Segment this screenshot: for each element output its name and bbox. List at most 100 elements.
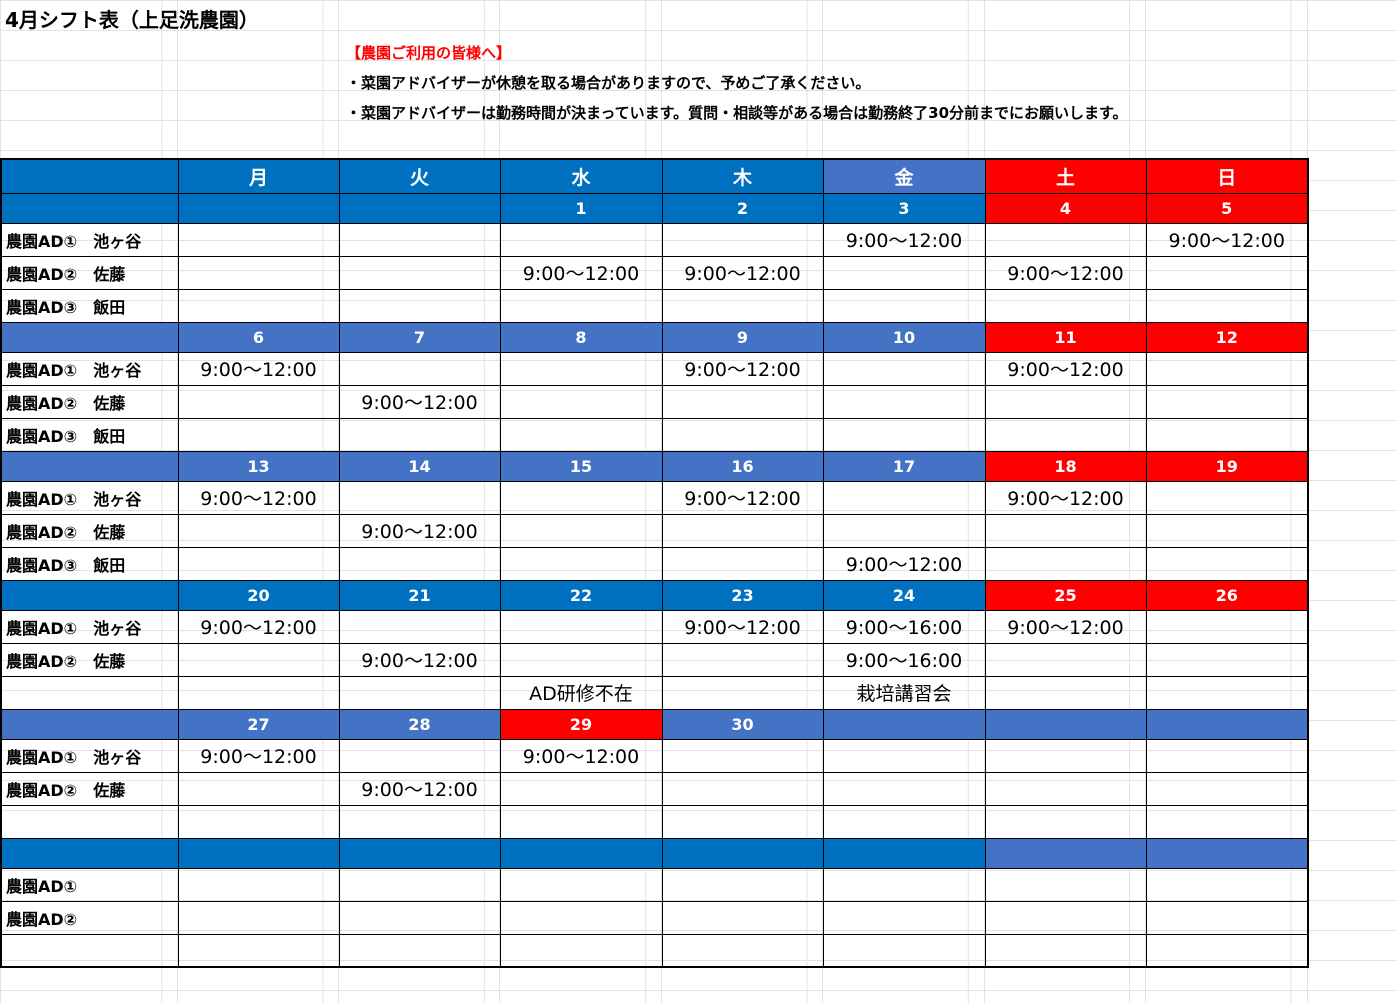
shift-cell[interactable] [984,900,1147,935]
shift-cell[interactable] [499,546,663,581]
shift-cell[interactable] [499,609,663,644]
shift-cell[interactable] [1145,288,1309,323]
shift-cell[interactable] [338,351,501,386]
shift-cell[interactable] [984,675,1147,710]
shift-cell[interactable] [661,804,824,839]
shift-cell[interactable] [499,867,663,902]
shift-cell[interactable]: 9:00～12:00 [984,255,1147,290]
shift-cell[interactable] [822,255,986,290]
shift-cell[interactable] [177,222,340,257]
shift-cell[interactable] [1145,804,1309,839]
shift-cell[interactable] [822,288,986,323]
shift-cell[interactable] [177,384,340,419]
shift-cell[interactable] [661,222,824,257]
shift-cell[interactable] [1145,417,1309,452]
shift-cell[interactable] [338,288,501,323]
shift-cell[interactable] [984,546,1147,581]
shift-cell[interactable] [177,255,340,290]
shift-cell[interactable] [1145,675,1309,710]
shift-cell[interactable]: 9:00～12:00 [984,351,1147,386]
shift-cell[interactable] [177,771,340,806]
shift-cell[interactable] [984,771,1147,806]
shift-cell[interactable]: 9:00～12:00 [661,609,824,644]
shift-cell[interactable] [177,546,340,581]
shift-cell[interactable] [822,933,986,968]
shift-cell[interactable] [499,642,663,677]
shift-cell[interactable]: 9:00～16:00 [822,609,986,644]
shift-cell[interactable] [661,675,824,710]
shift-cell[interactable]: 9:00～12:00 [177,609,340,644]
shift-cell[interactable] [338,609,501,644]
shift-cell[interactable] [984,384,1147,419]
shift-cell[interactable] [177,900,340,935]
shift-cell[interactable] [1145,513,1309,548]
shift-cell[interactable] [822,513,986,548]
shift-cell[interactable]: 9:00～12:00 [984,609,1147,644]
shift-cell[interactable] [1145,546,1309,581]
shift-cell[interactable] [499,804,663,839]
shift-cell[interactable] [338,933,501,968]
shift-cell[interactable] [661,384,824,419]
shift-cell[interactable] [338,804,501,839]
shift-cell[interactable] [984,513,1147,548]
shift-cell[interactable] [499,771,663,806]
shift-cell[interactable]: 栽培講習会 [822,675,986,710]
shift-cell[interactable] [661,900,824,935]
shift-cell[interactable] [499,900,663,935]
shift-cell[interactable] [499,222,663,257]
shift-cell[interactable] [822,738,986,773]
shift-cell[interactable] [338,480,501,515]
shift-cell[interactable] [984,867,1147,902]
shift-cell[interactable] [822,480,986,515]
shift-cell[interactable] [499,351,663,386]
shift-cell[interactable]: 9:00～12:00 [661,480,824,515]
shift-cell[interactable] [177,417,340,452]
shift-cell[interactable] [661,933,824,968]
shift-cell[interactable] [1145,771,1309,806]
shift-cell[interactable]: 9:00～12:00 [177,351,340,386]
shift-cell[interactable] [177,804,340,839]
shift-cell[interactable] [338,867,501,902]
shift-cell[interactable] [177,513,340,548]
shift-cell[interactable] [499,384,663,419]
shift-cell[interactable]: 9:00～12:00 [661,351,824,386]
shift-cell[interactable] [1145,384,1309,419]
shift-cell[interactable] [822,900,986,935]
shift-cell[interactable] [499,513,663,548]
shift-cell[interactable] [1145,351,1309,386]
shift-cell[interactable] [1145,642,1309,677]
shift-cell[interactable] [984,933,1147,968]
shift-cell[interactable] [1145,255,1309,290]
shift-cell[interactable] [661,513,824,548]
shift-cell[interactable] [661,867,824,902]
shift-cell[interactable] [1145,480,1309,515]
shift-cell[interactable] [822,867,986,902]
shift-cell[interactable] [661,738,824,773]
shift-cell[interactable] [661,288,824,323]
shift-cell[interactable] [984,417,1147,452]
shift-cell[interactable] [177,288,340,323]
shift-cell[interactable] [661,642,824,677]
shift-cell[interactable]: 9:00～12:00 [499,255,663,290]
shift-cell[interactable] [338,417,501,452]
shift-cell[interactable] [1145,609,1309,644]
shift-cell[interactable] [822,417,986,452]
shift-cell[interactable] [984,738,1147,773]
shift-cell[interactable]: 9:00～12:00 [822,222,986,257]
shift-cell[interactable] [177,675,340,710]
shift-cell[interactable] [338,900,501,935]
shift-cell[interactable] [338,222,501,257]
shift-cell[interactable] [1145,867,1309,902]
shift-cell[interactable] [499,933,663,968]
shift-cell[interactable] [499,417,663,452]
shift-cell[interactable]: 9:00～12:00 [499,738,663,773]
shift-cell[interactable] [822,384,986,419]
shift-cell[interactable]: 9:00～12:00 [338,642,501,677]
shift-cell[interactable] [822,771,986,806]
shift-cell[interactable] [338,546,501,581]
shift-cell[interactable] [984,642,1147,677]
shift-cell[interactable] [499,480,663,515]
shift-cell[interactable] [177,933,340,968]
shift-cell[interactable] [177,867,340,902]
shift-cell[interactable]: 9:00～12:00 [338,513,501,548]
